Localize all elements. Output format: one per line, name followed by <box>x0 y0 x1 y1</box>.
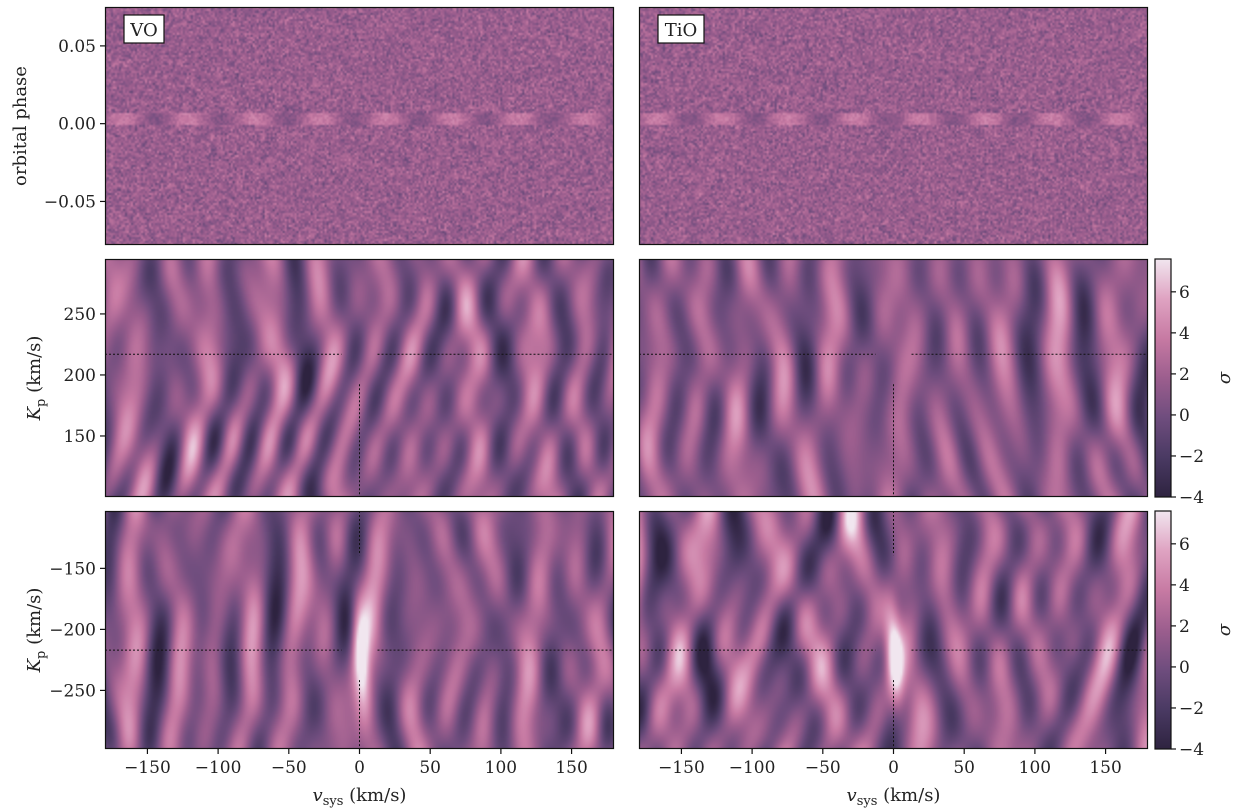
x-axis-label-sub: sys <box>323 794 344 809</box>
colorbar-tick-label: 6 <box>1179 283 1190 303</box>
panel-vo-kp-pos: 250 200 150 Kp (km/s) <box>24 259 614 497</box>
colorbar-label: σ <box>1214 371 1235 384</box>
x-axis-label-main: v <box>847 785 857 806</box>
y-tick-label: −200 <box>49 620 96 640</box>
colorbar-tick-label: −2 <box>1179 699 1204 719</box>
y-tick-label: −0.05 <box>44 192 96 212</box>
colorbar-label: σ <box>1214 623 1235 636</box>
x-tick-label: 100 <box>485 758 517 778</box>
y-tick-label: −150 <box>49 559 96 579</box>
colorbar-tick-label: −2 <box>1179 447 1204 467</box>
colorbar-tick-label: 0 <box>1179 406 1190 426</box>
x-tick-label: 0 <box>888 758 899 778</box>
x-axis-label: vsys (km/s) <box>313 785 407 809</box>
y-axis-label-units: (km/s) <box>24 588 45 651</box>
y-axis-label-sub: p <box>34 651 49 659</box>
colorbar-tick-label: 0 <box>1179 658 1190 678</box>
y-axis-label: Kp (km/s) <box>24 336 49 422</box>
colorbar-tick-label: 4 <box>1179 324 1190 344</box>
x-axis-label: vsys (km/s) <box>847 785 941 809</box>
x-axis-label-units: (km/s) <box>877 785 940 806</box>
species-label: VO <box>124 15 164 43</box>
y-tick-label: 0.00 <box>58 115 96 135</box>
panel-tio-kp-pos <box>639 259 1148 497</box>
colorbar-gradient <box>1155 511 1171 749</box>
panel-vo-kp-neg: −150 −200 −250 −150 −100 −50 0 50 100 150 Kp (km/s… <box>24 511 614 809</box>
colorbar-gradient <box>1155 259 1171 497</box>
y-tick-label: 0.05 <box>58 37 96 57</box>
panel-tio-kp-neg: −150 −100 −50 0 50 100 150 vsys (km/s) <box>639 511 1148 809</box>
panel-tio-phase: TiO <box>639 7 1148 245</box>
x-axis-label-main: v <box>313 785 323 806</box>
y-axis-label-sub: p <box>34 399 49 407</box>
species-label-text: VO <box>129 20 157 41</box>
heatmap-image <box>639 7 1148 245</box>
species-label-text: TiO <box>665 20 698 41</box>
x-tick-label: 0 <box>354 758 365 778</box>
x-tick-label: 150 <box>1089 758 1121 778</box>
y-axis-label: orbital phase <box>10 66 31 186</box>
x-tick-label: 150 <box>555 758 587 778</box>
colorbar-tick-label: −4 <box>1179 740 1204 760</box>
colorbar-tick-label: −4 <box>1179 488 1204 508</box>
y-tick-label: 250 <box>64 305 96 325</box>
colorbar-tick-label: 6 <box>1179 535 1190 555</box>
y-tick-label: 150 <box>64 427 96 447</box>
x-axis-label-units: (km/s) <box>343 785 406 806</box>
x-tick-label: 50 <box>953 758 975 778</box>
x-tick-label: 50 <box>419 758 441 778</box>
y-tick-label: −250 <box>49 681 96 701</box>
colorbar-tick-label: 4 <box>1179 576 1190 596</box>
colorbar: 6 4 2 0 −2 −4 σ <box>1155 511 1235 760</box>
x-tick-label: −150 <box>658 758 705 778</box>
colorbar-tick-label: 2 <box>1179 365 1190 385</box>
x-tick-label: −50 <box>271 758 307 778</box>
colorbar: 6 4 2 0 −2 −4 σ <box>1155 259 1235 508</box>
y-tick-label: 200 <box>64 366 96 386</box>
panel-vo-phase: VO 0.05 0.00 −0.05 orbital phase <box>10 7 614 245</box>
x-axis-label-sub: sys <box>857 794 878 809</box>
species-label: TiO <box>658 15 704 43</box>
y-axis-label-units: (km/s) <box>24 336 45 399</box>
x-tick-label: −150 <box>124 758 171 778</box>
heatmap-image <box>105 7 614 245</box>
x-tick-label: −50 <box>805 758 841 778</box>
x-tick-label: 100 <box>1019 758 1051 778</box>
x-tick-label: −100 <box>195 758 242 778</box>
x-tick-label: −100 <box>729 758 776 778</box>
colorbar-tick-label: 2 <box>1179 617 1190 637</box>
y-axis-label: Kp (km/s) <box>24 588 49 674</box>
